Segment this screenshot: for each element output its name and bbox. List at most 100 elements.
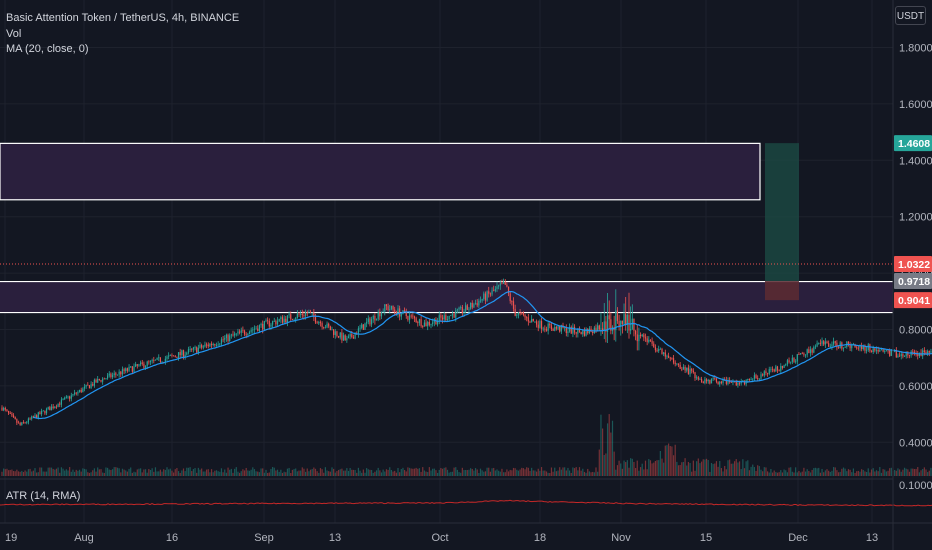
candle-body (281, 317, 284, 323)
volume-bar (521, 467, 523, 476)
volume-bar (113, 467, 115, 476)
candle-body (674, 362, 676, 364)
candle-body (405, 311, 407, 317)
volume-bar (770, 469, 772, 476)
volume-bar (362, 469, 364, 476)
time-tick-label: Nov (611, 532, 631, 544)
candle-body (158, 357, 160, 359)
volume-bar (747, 460, 749, 476)
candle-body (42, 410, 44, 412)
volume-bar (313, 467, 315, 476)
volume-bar (141, 472, 143, 476)
volume-bar (623, 460, 625, 476)
candle-body (179, 352, 181, 356)
candle-body (415, 318, 417, 323)
candle-body (819, 342, 821, 344)
volume-bar (905, 468, 907, 476)
candle-body (806, 349, 808, 355)
candle-body (389, 309, 391, 311)
volume-bar (450, 471, 452, 476)
volume-bar (699, 463, 701, 476)
volume-bar (201, 468, 203, 476)
volume-bar (519, 469, 521, 476)
volume-bar (930, 467, 932, 476)
volume-bar (97, 467, 99, 476)
candle-body (621, 320, 623, 324)
candle-body (811, 349, 813, 353)
volume-bar (392, 471, 394, 476)
volume-bar (908, 471, 911, 476)
candle-body (380, 312, 383, 317)
volume-bar (148, 469, 150, 476)
volume-bar (369, 469, 371, 476)
volume-bar (517, 470, 520, 476)
candle-body (859, 345, 861, 348)
volume-bar (278, 471, 280, 476)
volume-bar (214, 470, 216, 476)
volume-bar (341, 468, 343, 476)
volume-bar (258, 472, 260, 476)
volume-bar (677, 465, 680, 476)
candle-body (781, 365, 784, 368)
volume-bar (511, 470, 513, 476)
candle-body (776, 366, 779, 371)
volume-bar (334, 472, 336, 476)
volume-bar (748, 470, 751, 476)
candle-body (514, 308, 516, 316)
candle-body (856, 347, 858, 349)
volume-bar (265, 469, 267, 476)
volume-bar (395, 472, 397, 476)
symbol-title[interactable]: Basic Attention Token / TetherUS, 4h, BI… (6, 12, 240, 24)
volume-bar (732, 463, 734, 476)
candle-body (412, 315, 414, 317)
volume-bar (788, 467, 790, 476)
volume-bar (532, 470, 534, 476)
volume-bar (82, 468, 84, 476)
volume-bar (161, 471, 163, 476)
currency-unit-button[interactable]: USDT (895, 6, 926, 25)
volume-bar (52, 468, 54, 476)
candle-body (451, 313, 454, 316)
candle-body (837, 347, 840, 349)
candle-body (870, 351, 873, 352)
volume-bar (884, 469, 886, 476)
stop-box[interactable] (765, 281, 799, 301)
volume-bar (455, 467, 457, 476)
candle-body (395, 311, 397, 315)
candle-body (532, 318, 534, 322)
candle-body (899, 355, 901, 357)
volume-bar (432, 468, 434, 476)
target-box[interactable] (765, 143, 799, 282)
volume-bar (539, 470, 541, 476)
long-position[interactable] (765, 143, 799, 301)
volume-bar (689, 462, 691, 476)
candle-body (329, 326, 331, 331)
volume-bar (842, 467, 845, 476)
candle-body (494, 288, 496, 291)
candle-body (597, 325, 599, 331)
volume-bar (804, 471, 807, 476)
candle-body (582, 330, 584, 335)
volume-bar (654, 460, 656, 476)
volume-bar (874, 471, 876, 476)
volume-bar (326, 470, 328, 476)
ma-legend[interactable]: MA (20, close, 0) (6, 43, 89, 55)
candle-body (669, 357, 671, 359)
vol-legend[interactable]: Vol (6, 27, 22, 40)
resistance-zone[interactable] (0, 142, 761, 201)
volume-bar (562, 467, 564, 476)
volume-bar (242, 469, 244, 476)
volume-bar (34, 468, 36, 476)
volume-bar (885, 471, 887, 476)
candle-body (874, 348, 876, 351)
time-axis[interactable]: 19 Aug 16 Sep 13 Oct 18 Nov 15 Dec 13 (5, 532, 878, 544)
volume-bar (154, 467, 157, 476)
candle-body (722, 379, 724, 383)
support-zone[interactable] (0, 281, 893, 313)
candle-body (267, 320, 269, 322)
atr-legend[interactable]: ATR (14, RMA) (6, 490, 81, 502)
candle-body (250, 330, 252, 332)
candle-body (326, 323, 328, 328)
price-tick-label: 1.8000 (899, 43, 932, 55)
